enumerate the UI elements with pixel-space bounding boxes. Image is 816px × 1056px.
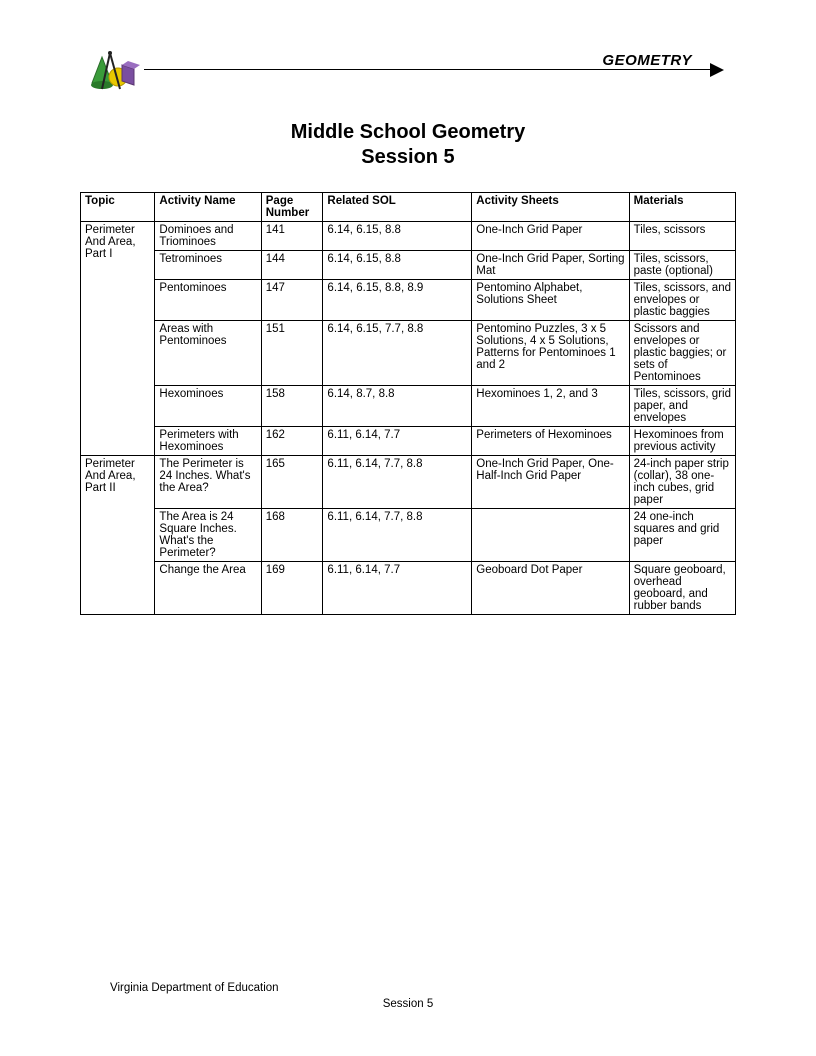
col-header-sheets: Activity Sheets bbox=[472, 193, 629, 222]
cell-page: 158 bbox=[261, 386, 323, 427]
cell-materials: Tiles, scissors, and envelopes or plasti… bbox=[629, 280, 735, 321]
cell-materials: 24 one-inch squares and grid paper bbox=[629, 509, 735, 562]
cell-materials: Square geoboard, overhead geoboard, and … bbox=[629, 562, 735, 615]
table-row: Pentominoes1476.14, 6.15, 8.8, 8.9Pentom… bbox=[81, 280, 736, 321]
cell-sol: 6.14, 8.7, 8.8 bbox=[323, 386, 472, 427]
header-label: GEOMETRY bbox=[598, 52, 696, 69]
cell-topic: Perimeter And Area, Part I bbox=[81, 222, 155, 456]
title-line-1: Middle School Geometry bbox=[80, 120, 736, 145]
cell-materials: 24-inch paper strip (collar), 38 one-inc… bbox=[629, 456, 735, 509]
cell-activity: Change the Area bbox=[155, 562, 261, 615]
cell-page: 168 bbox=[261, 509, 323, 562]
table-row: Perimeter And Area, Part IIThe Perimeter… bbox=[81, 456, 736, 509]
page-title: Middle School Geometry Session 5 bbox=[80, 120, 736, 170]
cell-page: 165 bbox=[261, 456, 323, 509]
cell-activity: Dominoes and Triominoes bbox=[155, 222, 261, 251]
cell-sol: 6.14, 6.15, 8.8 bbox=[323, 222, 472, 251]
cell-materials: Tiles, scissors, paste (optional) bbox=[629, 251, 735, 280]
cell-sheets: Geoboard Dot Paper bbox=[472, 562, 629, 615]
cell-page: 169 bbox=[261, 562, 323, 615]
table-row: Areas with Pentominoes1516.14, 6.15, 7.7… bbox=[81, 321, 736, 386]
table-row: The Area is 24 Square Inches. What's the… bbox=[81, 509, 736, 562]
cell-activity: Perimeters with Hexominoes bbox=[155, 427, 261, 456]
table-row: Hexominoes1586.14, 8.7, 8.8Hexominoes 1,… bbox=[81, 386, 736, 427]
cell-topic: Perimeter And Area, Part II bbox=[81, 456, 155, 615]
cell-sol: 6.11, 6.14, 7.7 bbox=[323, 427, 472, 456]
cell-sheets: Hexominoes 1, 2, and 3 bbox=[472, 386, 629, 427]
arrow-right-icon bbox=[710, 63, 724, 77]
cell-activity: Tetrominoes bbox=[155, 251, 261, 280]
cell-activity: Areas with Pentominoes bbox=[155, 321, 261, 386]
cell-sheets: One-Inch Grid Paper bbox=[472, 222, 629, 251]
cell-sheets: Perimeters of Hexominoes bbox=[472, 427, 629, 456]
title-line-2: Session 5 bbox=[80, 145, 736, 170]
header-rule: GEOMETRY bbox=[144, 60, 736, 80]
col-header-activity: Activity Name bbox=[155, 193, 261, 222]
cell-sheets: One-Inch Grid Paper, Sorting Mat bbox=[472, 251, 629, 280]
col-header-sol: Related SOL bbox=[323, 193, 472, 222]
cell-page: 147 bbox=[261, 280, 323, 321]
table-header-row: Topic Activity Name Page Number Related … bbox=[81, 193, 736, 222]
cell-sol: 6.11, 6.14, 7.7, 8.8 bbox=[323, 456, 472, 509]
activities-table: Topic Activity Name Page Number Related … bbox=[80, 192, 736, 615]
cell-sheets bbox=[472, 509, 629, 562]
header: GEOMETRY bbox=[80, 40, 736, 100]
table-row: Perimeter And Area, Part IDominoes and T… bbox=[81, 222, 736, 251]
footer-org: Virginia Department of Education bbox=[110, 982, 279, 994]
cell-sheets: One-Inch Grid Paper, One-Half-Inch Grid … bbox=[472, 456, 629, 509]
cell-sol: 6.14, 6.15, 7.7, 8.8 bbox=[323, 321, 472, 386]
table-row: Perimeters with Hexominoes1626.11, 6.14,… bbox=[81, 427, 736, 456]
cell-activity: Hexominoes bbox=[155, 386, 261, 427]
cell-materials: Tiles, scissors bbox=[629, 222, 735, 251]
cell-page: 144 bbox=[261, 251, 323, 280]
col-header-materials: Materials bbox=[629, 193, 735, 222]
cell-page: 141 bbox=[261, 222, 323, 251]
cell-materials: Hexominoes from previous activity bbox=[629, 427, 735, 456]
table-row: Tetrominoes1446.14, 6.15, 8.8One-Inch Gr… bbox=[81, 251, 736, 280]
cell-sol: 6.14, 6.15, 8.8 bbox=[323, 251, 472, 280]
cell-activity: The Perimeter is 24 Inches. What's the A… bbox=[155, 456, 261, 509]
col-header-page: Page Number bbox=[261, 193, 323, 222]
cell-sheets: Pentomino Puzzles, 3 x 5 Solutions, 4 x … bbox=[472, 321, 629, 386]
cell-sheets: Pentomino Alphabet, Solutions Sheet bbox=[472, 280, 629, 321]
cell-activity: The Area is 24 Square Inches. What's the… bbox=[155, 509, 261, 562]
cell-page: 162 bbox=[261, 427, 323, 456]
page-footer: Virginia Department of Education Session… bbox=[0, 982, 816, 1010]
cell-materials: Tiles, scissors, grid paper, and envelop… bbox=[629, 386, 735, 427]
cell-sol: 6.11, 6.14, 7.7, 8.8 bbox=[323, 509, 472, 562]
geometry-logo-icon bbox=[80, 45, 140, 95]
footer-session: Session 5 bbox=[0, 998, 816, 1010]
cell-activity: Pentominoes bbox=[155, 280, 261, 321]
cell-sol: 6.14, 6.15, 8.8, 8.9 bbox=[323, 280, 472, 321]
cell-materials: Scissors and envelopes or plastic baggie… bbox=[629, 321, 735, 386]
cell-sol: 6.11, 6.14, 7.7 bbox=[323, 562, 472, 615]
table-row: Change the Area1696.11, 6.14, 7.7Geoboar… bbox=[81, 562, 736, 615]
cell-page: 151 bbox=[261, 321, 323, 386]
col-header-topic: Topic bbox=[81, 193, 155, 222]
